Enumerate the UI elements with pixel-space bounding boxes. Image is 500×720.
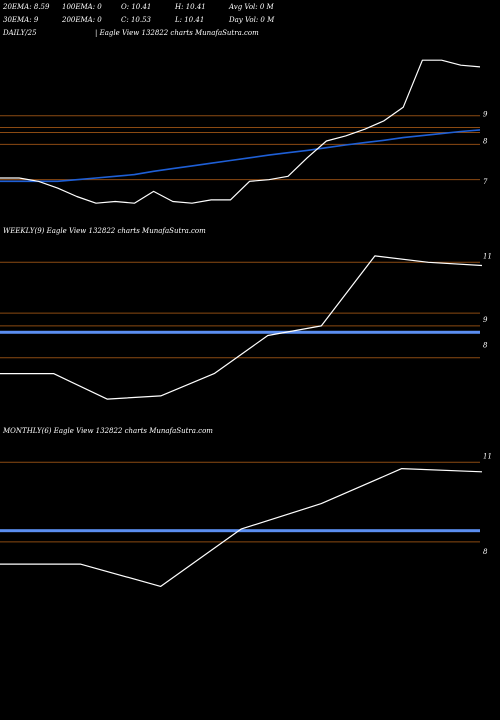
stat-day-vol: Day Vol: 0 M	[229, 16, 275, 24]
stat-30ema: 30EMA: 9	[3, 16, 39, 24]
daily-tick-label: 7	[483, 178, 488, 186]
weekly-tick-label: 9	[483, 316, 488, 324]
stat-high: H: 10.41	[175, 3, 206, 11]
stat-close: C: 10.53	[121, 16, 151, 24]
stat-open: O: 10.41	[121, 3, 152, 11]
daily-panel-label: DAILY/25	[3, 29, 37, 37]
weekly-tick-label: 11	[483, 252, 492, 260]
weekly-ema-band	[0, 330, 480, 334]
daily-ema-line	[0, 129, 481, 183]
monthly-panel-label: MONTHLY(6) Eagle View 132822 charts Muna…	[3, 427, 213, 435]
weekly-tick-label: 8	[483, 342, 488, 350]
stat-avg-vol: Avg Vol: 0 M	[229, 3, 274, 11]
stat-100ema: 100EMA: 0	[62, 3, 102, 11]
monthly-ema-band	[0, 529, 480, 533]
daily-tick-label: 9	[483, 111, 488, 119]
weekly-panel-label: WEEKLY(9) Eagle View 132822 charts Munaf…	[3, 227, 206, 235]
monthly-tick-label: 8	[483, 548, 488, 556]
stat-low: L: 10.41	[175, 16, 205, 24]
monthly-price-line	[0, 468, 483, 588]
stat-200ema: 200EMA: 0	[62, 16, 102, 24]
monthly-tick-label: 11	[483, 452, 492, 460]
weekly-price-line	[0, 255, 483, 400]
stat-20ema: 20EMA: 8.59	[3, 3, 50, 11]
daily-panel-caption: | Eagle View 132822 charts MunafaSutra.c…	[95, 29, 259, 37]
daily-tick-label: 8	[483, 137, 488, 145]
daily-price-line	[0, 59, 481, 204]
